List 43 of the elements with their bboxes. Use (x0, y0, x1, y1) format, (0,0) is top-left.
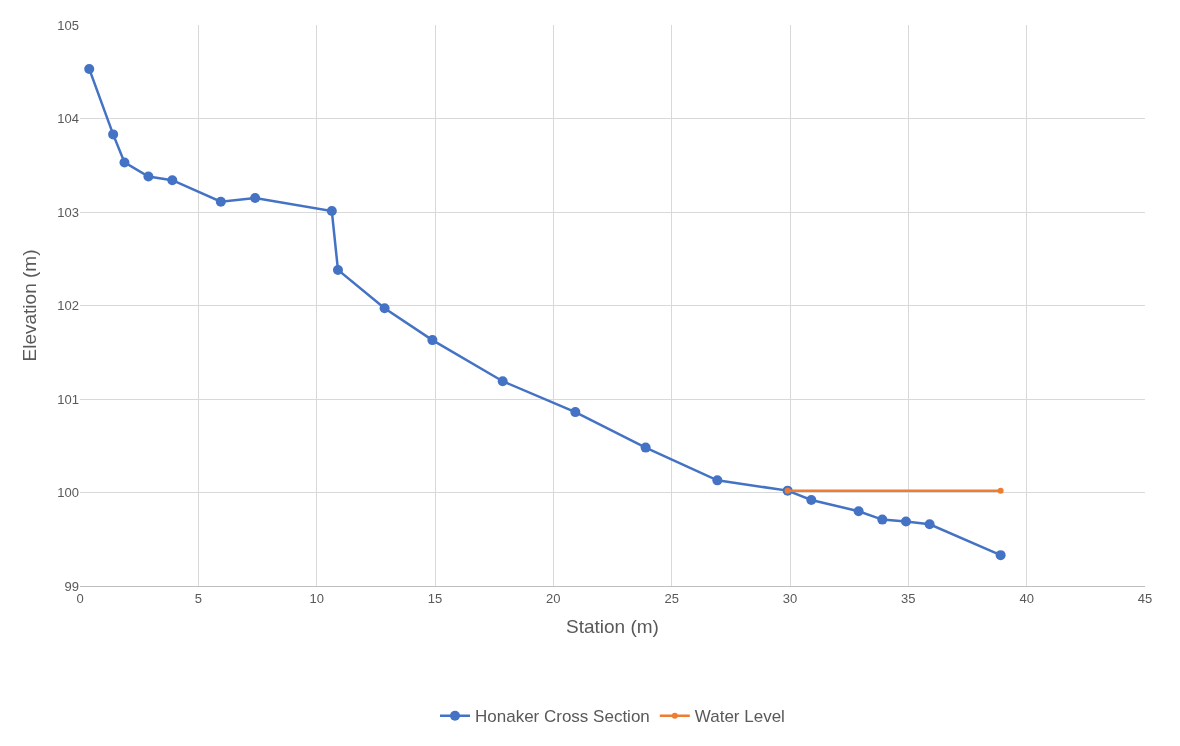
x-tick-label: 10 (309, 590, 324, 606)
point (119, 157, 130, 168)
point (853, 506, 864, 517)
point (570, 407, 581, 418)
point (143, 171, 154, 182)
point (427, 335, 438, 346)
x-tick-label: 5 (194, 590, 202, 606)
legend-label: Water Level (694, 707, 785, 727)
y-tick-label: 101 (57, 391, 79, 407)
x-tick-label: 40 (1019, 590, 1034, 606)
point (995, 550, 1006, 561)
point (379, 303, 390, 314)
y-axis-title: Elevation (m) (19, 249, 41, 362)
y-tick-label: 103 (57, 204, 79, 220)
point (806, 494, 817, 505)
x-tick-label: 20 (546, 590, 561, 606)
point (640, 442, 651, 453)
x-tick-label: 45 (1137, 590, 1153, 606)
point (497, 376, 508, 387)
x-axis-title: Station (m) (566, 616, 659, 638)
point (250, 192, 261, 203)
x-tick-label: 35 (901, 590, 916, 606)
x-tick-label: 30 (782, 590, 798, 606)
point (900, 516, 911, 527)
point (326, 206, 337, 217)
x-tick-label: 0 (76, 590, 84, 606)
point (332, 264, 343, 275)
point (215, 196, 226, 207)
point (877, 514, 888, 525)
point (997, 487, 1004, 494)
x-tick-label: 25 (664, 590, 679, 606)
x-tick-label: 15 (427, 590, 443, 606)
y-tick-label: 105 (57, 17, 79, 33)
y-tick-label: 102 (57, 298, 79, 314)
y-tick-label: 99 (64, 578, 79, 594)
y-tick-label: 104 (57, 111, 79, 127)
legend-label: Honaker Cross Section (475, 707, 650, 727)
point (108, 129, 119, 140)
y-tick-label: 100 (57, 485, 79, 501)
point (712, 475, 723, 486)
point (167, 175, 178, 186)
point (924, 519, 935, 530)
point (84, 63, 95, 74)
